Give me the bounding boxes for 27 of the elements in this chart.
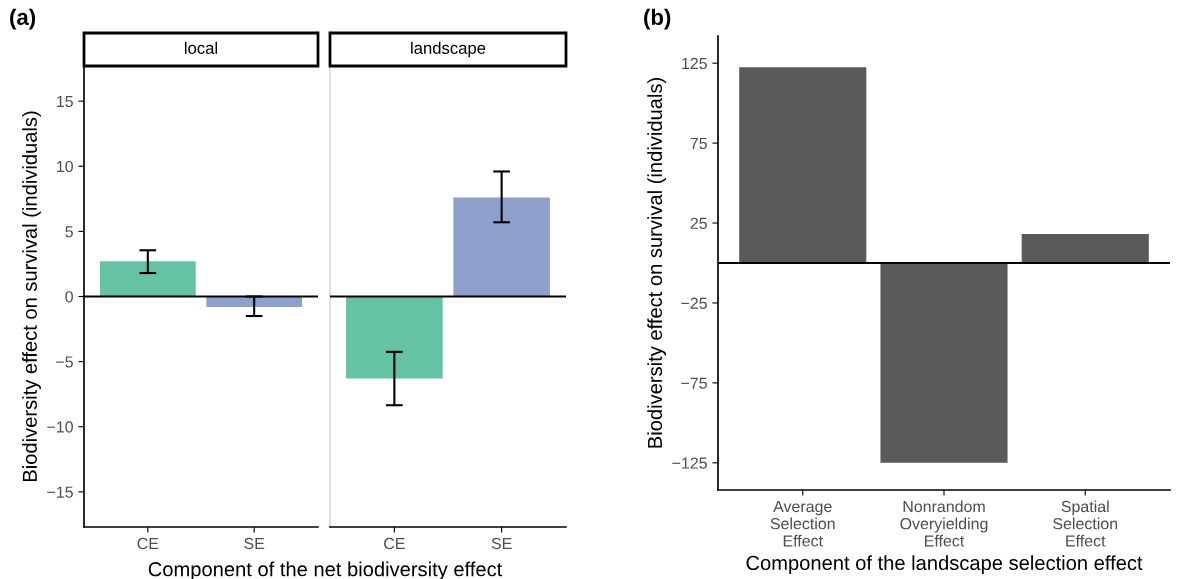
y-tick-label: −15 <box>47 486 73 498</box>
text: (a) <box>10 8 36 30</box>
y-tick-label: −5 <box>56 356 73 368</box>
y-tick-label: 125 <box>682 57 707 70</box>
x-axis-title: Component of the landscape selection effect <box>746 555 1143 575</box>
y-tick-label: −25 <box>681 297 707 309</box>
y-tick-label: 0 <box>65 291 73 303</box>
y-tick-label: 25 <box>690 217 707 229</box>
x-tick-label: CE <box>137 537 159 550</box>
x-tick-label: CE <box>384 537 405 550</box>
y-tick-label: 15 <box>57 95 73 108</box>
x-tick-label: SE <box>244 537 265 550</box>
chart-title: landscape <box>411 41 486 58</box>
y-axis-title: Biodiversity effect on survival (individuals) <box>22 111 41 482</box>
y-tick-label: 10 <box>57 160 73 173</box>
y-tick-label: 5 <box>65 226 73 238</box>
y-tick-label: −125 <box>672 457 707 469</box>
y-tick-label: −10 <box>47 421 73 433</box>
y-tick-label: −75 <box>681 377 707 389</box>
x-tick-label: Average Selection Effect <box>770 501 835 547</box>
y-axis-title: Biodiversity effect on survival (individuals) <box>647 78 667 448</box>
chart-title: local <box>184 41 218 54</box>
x-tick-label: Nonrandom Overyielding Effect <box>900 500 988 547</box>
x-tick-label: Spatial Selection Effect <box>1053 500 1118 547</box>
x-tick-label: SE <box>491 537 512 550</box>
y-tick-label: 75 <box>690 137 707 150</box>
text: (b) <box>644 8 671 30</box>
